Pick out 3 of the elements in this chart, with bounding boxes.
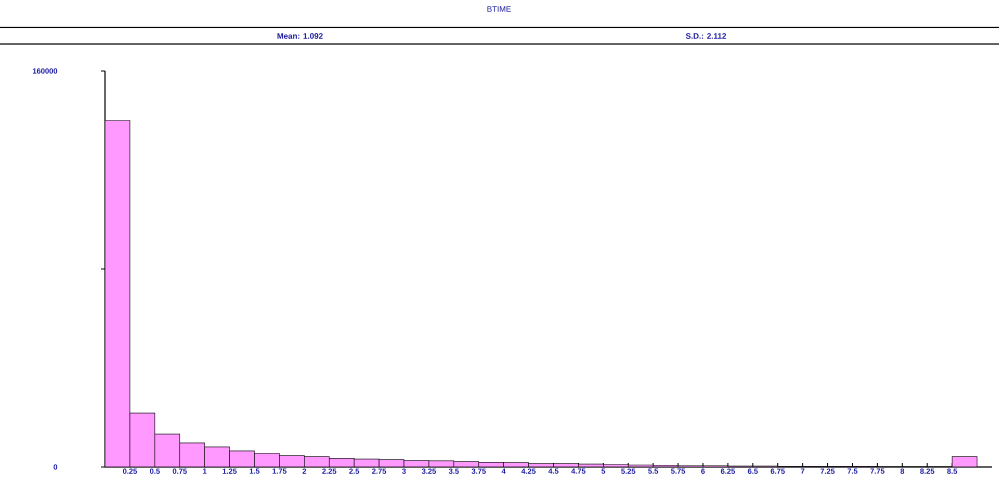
text: S.D.: 2.112: [686, 33, 726, 39]
chart-title: BTIME: [487, 6, 511, 12]
text: Mean: 1.092: [277, 33, 323, 39]
